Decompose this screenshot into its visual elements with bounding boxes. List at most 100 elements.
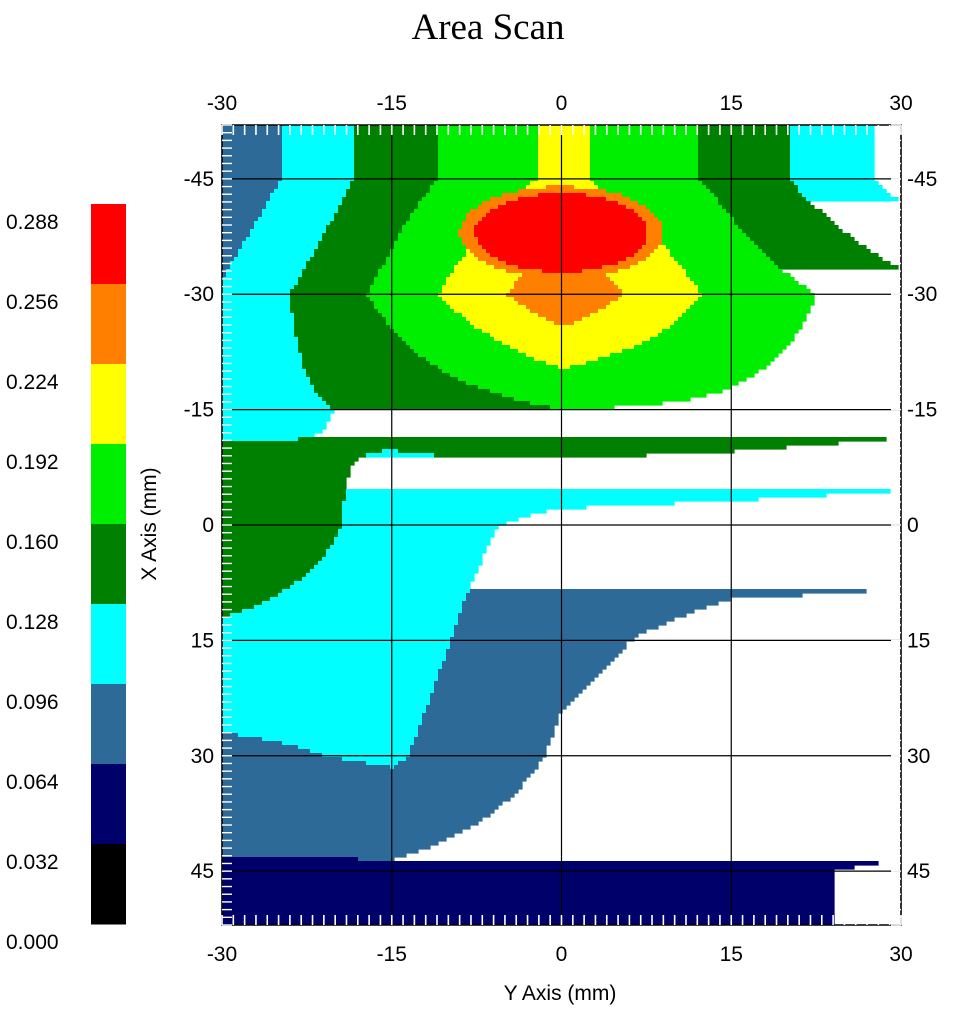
contour-cell — [346, 493, 827, 498]
contour-cell — [410, 745, 547, 750]
contour-cell — [222, 837, 447, 842]
contour-cell — [470, 589, 867, 594]
contour-cell — [514, 285, 619, 290]
contour-cell — [222, 401, 327, 406]
contour-cell — [454, 633, 639, 638]
contour-cell — [478, 237, 647, 242]
contour-cell — [734, 217, 831, 222]
contour-cell — [222, 229, 251, 234]
contour-cell — [222, 905, 835, 910]
contour-cell — [338, 205, 419, 210]
contour-cell — [506, 261, 619, 266]
contour-cell — [222, 845, 431, 850]
contour-cell — [302, 273, 379, 278]
y-tick-label-left: -45 — [184, 168, 214, 191]
legend-swatch — [91, 844, 126, 925]
contour-cell — [674, 257, 771, 262]
contour-cell — [790, 173, 875, 178]
contour-cell — [322, 557, 483, 562]
contour-cell — [638, 261, 679, 266]
contour-cell — [518, 189, 607, 194]
contour-cell — [222, 197, 271, 202]
y-tick-label-left: 0 — [202, 514, 214, 537]
contour-cell — [382, 265, 455, 270]
contour-cell — [310, 377, 459, 382]
contour-cell — [222, 433, 315, 438]
contour-cell — [494, 337, 651, 342]
contour-cell — [222, 801, 503, 806]
contour-cell — [486, 213, 639, 218]
contour-cell — [342, 501, 675, 506]
contour-cell — [434, 685, 587, 690]
tick-labels: -30 -30 -15 -15 0 0 15 15 30 30 -45 -45 -30 -30 -15 -15… — [184, 92, 938, 966]
contour-cell — [354, 153, 439, 158]
contour-cell — [310, 749, 411, 754]
contour-cell — [514, 297, 619, 302]
contour-cell — [402, 337, 495, 342]
contour-cell — [774, 261, 891, 266]
legend-label: 0.000 — [6, 931, 59, 954]
legend-swatch — [91, 444, 126, 525]
contour-cell — [222, 221, 255, 226]
contour-cell — [698, 285, 807, 290]
contour-cell — [354, 161, 439, 166]
contour-cell — [398, 333, 491, 338]
contour-cell — [438, 157, 539, 162]
contour-cell — [222, 877, 835, 882]
contour-cell — [222, 409, 335, 414]
contour-cell — [222, 549, 327, 554]
contour-cell — [222, 445, 787, 450]
contour-cell — [294, 329, 395, 334]
contour-cell — [418, 205, 479, 210]
contour-cell — [282, 157, 355, 162]
contour-cell — [298, 349, 415, 354]
contour-cell — [222, 881, 835, 886]
contour-cell — [430, 693, 579, 698]
contour-cell — [582, 317, 679, 322]
contour-cell — [458, 613, 687, 618]
contour-cell — [466, 213, 487, 218]
contour-cell — [282, 129, 355, 134]
contour-cell — [422, 713, 559, 718]
contour-cell — [294, 321, 387, 326]
contour-cell — [458, 617, 675, 622]
contour-cell — [222, 353, 303, 358]
contour-cell — [238, 733, 419, 738]
contour-cell — [222, 525, 343, 530]
contour-cell — [790, 141, 875, 146]
contour-cell — [342, 201, 419, 206]
contour-cell — [222, 853, 407, 858]
contour-cell — [222, 873, 835, 878]
contour-cell — [418, 733, 555, 738]
contour-cell — [222, 457, 359, 462]
contour-cell — [450, 273, 523, 278]
contour-cell — [270, 597, 467, 602]
contour-cell — [574, 321, 675, 326]
contour-cell — [222, 297, 291, 302]
contour-cell — [222, 421, 327, 426]
contour-cell — [622, 193, 715, 198]
contour-cell — [450, 645, 627, 650]
contour-cell — [422, 197, 491, 202]
contour-cell — [434, 681, 591, 686]
contour-cell — [282, 161, 355, 166]
contour-cell — [502, 393, 707, 398]
contour-cell — [702, 293, 815, 298]
contour-cell — [474, 253, 491, 258]
x-tick-label-bottom: 15 — [720, 943, 743, 966]
contour-cell — [262, 737, 415, 742]
contour-cell — [430, 701, 571, 706]
contour-cell — [222, 805, 499, 810]
contour-cell — [222, 425, 327, 430]
contour-cell — [574, 185, 599, 190]
contour-cell — [354, 145, 439, 150]
contour-cell — [446, 301, 519, 306]
contour-cell — [406, 341, 503, 346]
contour-cell — [462, 221, 479, 226]
contour-cell — [458, 229, 475, 234]
contour-cell — [342, 509, 547, 514]
y-tick-label-right: 30 — [907, 745, 930, 768]
contour-cell — [222, 669, 439, 674]
contour-cell — [290, 305, 375, 310]
contour-cell — [778, 265, 899, 270]
